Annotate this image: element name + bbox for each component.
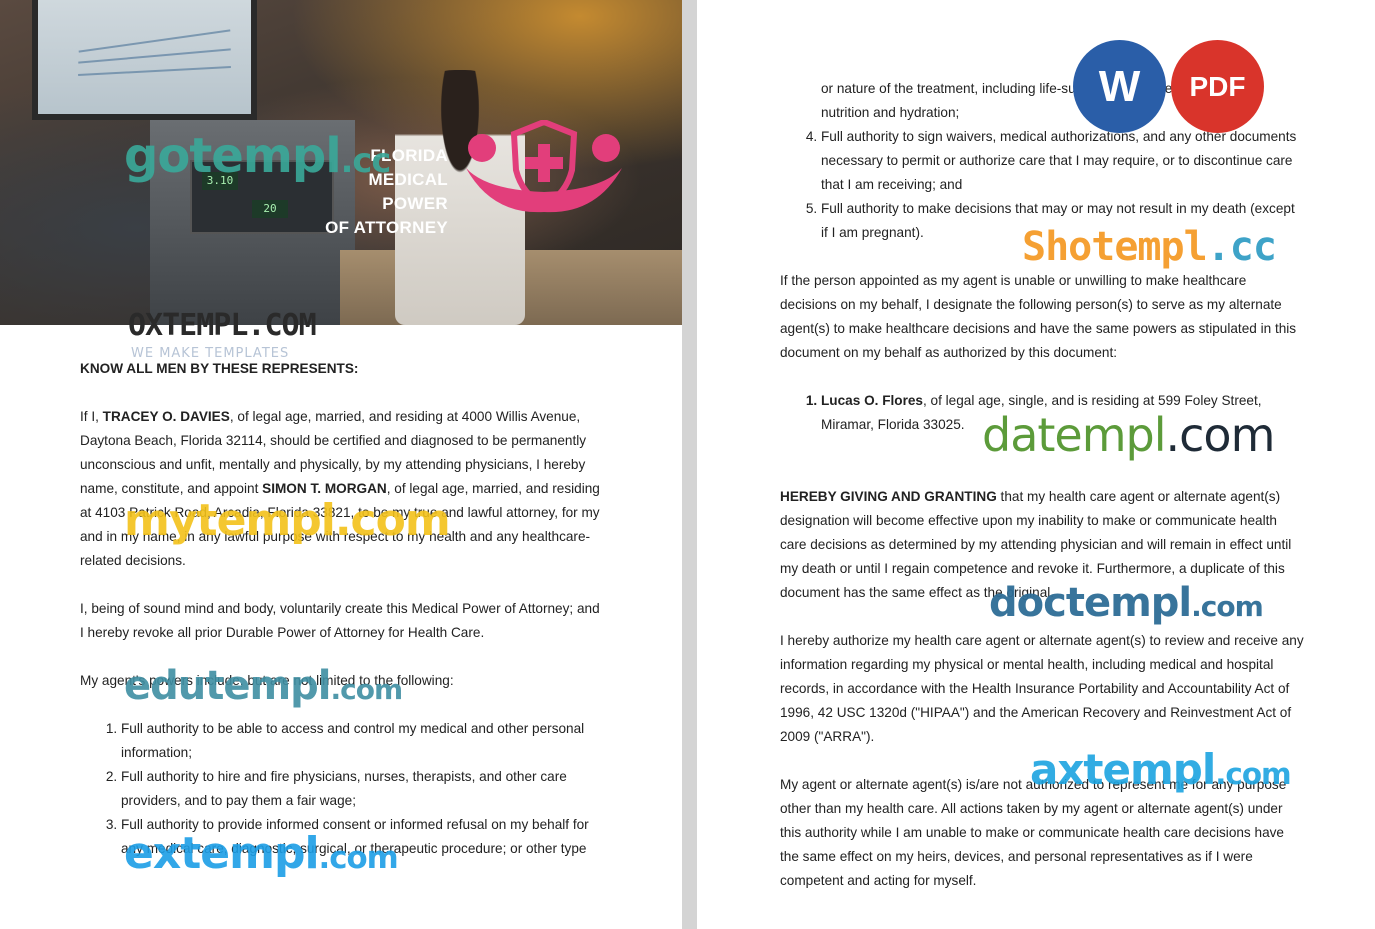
right-page-body: or nature of the treatment, including li… <box>780 77 1305 917</box>
list-item: Full authority to provide informed conse… <box>121 813 605 861</box>
limitation-paragraph: My agent or alternate agent(s) is/are no… <box>780 777 1287 888</box>
lcd-readout-2: 20 <box>252 200 288 218</box>
list-item: Full authority to hire and fire physicia… <box>121 765 605 813</box>
left-page-body: KNOW ALL MEN BY THESE REPRESENTS: If I, … <box>80 357 605 885</box>
agent-name: SIMON T. MORGAN <box>262 481 387 496</box>
document-title: FLORIDA MEDICAL POWER OF ATTORNEY <box>300 144 448 240</box>
medical-shield-logo-icon <box>466 120 622 213</box>
title-line-1: FLORIDA MEDICAL POWER <box>368 146 448 213</box>
list-item: Full authority to sign waivers, medical … <box>821 125 1305 197</box>
document-page-1: 3.10 20 FLORIDA MEDICAL POWER OF ATTORNE… <box>0 0 682 929</box>
hipaa-paragraph: I hereby authorize my health care agent … <box>780 633 1304 744</box>
alternate-agent-list: Lucas O. Flores, of legal age, single, a… <box>780 389 1305 437</box>
title-line-2: OF ATTORNEY <box>325 218 448 237</box>
text-run: If I, <box>80 409 103 424</box>
alternate-agent-paragraph: If the person appointed as my agent is u… <box>780 273 1297 360</box>
lab-monitor-image <box>32 0 257 120</box>
text-run: , of legal age, single, and is residing … <box>821 393 1262 432</box>
text-run: that my health care agent or alternate a… <box>780 489 1292 600</box>
powers-list: Full authority to be able to access and … <box>80 717 605 861</box>
revocation-paragraph: I, being of sound mind and body, volunta… <box>80 601 600 640</box>
powers-list-continued: Full authority to sign waivers, medical … <box>780 125 1305 245</box>
text-run: , of legal age, married, and residing at… <box>80 409 587 496</box>
granting-paragraph: HEREBY GIVING AND GRANTING that my healt… <box>780 485 1305 605</box>
list-item: Full authority to make decisions that ma… <box>821 197 1305 245</box>
document-page-2 <box>697 0 1375 929</box>
text-run: , of legal age, married, and residing at… <box>80 481 600 568</box>
lcd-readout-1: 3.10 <box>202 172 238 190</box>
granting-heading: HEREBY GIVING AND GRANTING <box>780 489 997 504</box>
appointment-paragraph: If I, TRACEY O. DAVIES, of legal age, ma… <box>80 405 605 573</box>
principal-name: TRACEY O. DAVIES <box>102 409 230 424</box>
alternate-agent-name: Lucas O. Flores <box>821 393 923 408</box>
header-photo: 3.10 20 FLORIDA MEDICAL POWER OF ATTORNE… <box>0 0 682 325</box>
pdf-format-badge[interactable]: PDF <box>1171 40 1264 133</box>
opening-heading: KNOW ALL MEN BY THESE REPRESENTS: <box>80 361 359 376</box>
list-item: Full authority to be able to access and … <box>121 717 605 765</box>
equipment-display: 3.10 20 <box>190 160 334 234</box>
word-format-badge[interactable]: W <box>1073 40 1166 133</box>
list-item: Lucas O. Flores, of legal age, single, a… <box>821 389 1305 437</box>
powers-intro: My agent's powers include, but are not l… <box>80 673 454 688</box>
